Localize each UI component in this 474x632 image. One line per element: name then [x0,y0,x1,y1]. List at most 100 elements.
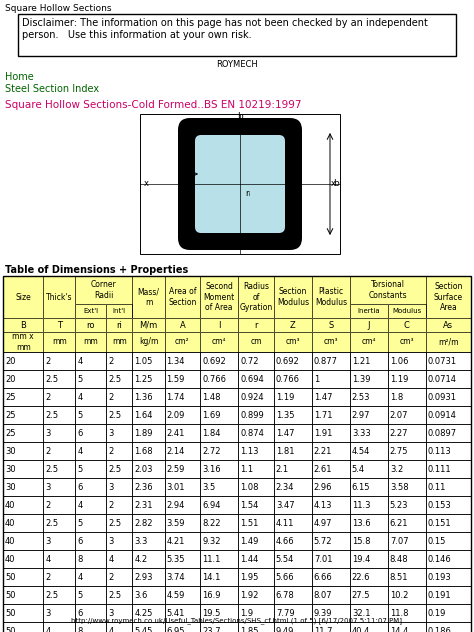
Bar [44,370,75,388]
Text: 2.61: 2.61 [314,465,332,473]
Bar [75,424,106,442]
Text: 1.49: 1.49 [240,537,258,545]
Text: Area of
Section: Area of Section [168,288,197,307]
Bar [200,352,238,370]
Bar [132,318,164,332]
Text: 1.69: 1.69 [202,411,221,420]
Text: 0.0731: 0.0731 [428,356,457,365]
Text: 1.25: 1.25 [135,375,153,384]
Text: 3.2: 3.2 [390,465,403,473]
Bar [164,318,200,332]
Bar [3,478,44,496]
Text: Section
Modulus: Section Modulus [277,288,309,307]
Bar [44,442,75,460]
Bar [3,276,471,632]
Bar [132,276,164,318]
Bar [106,604,132,622]
Text: 3: 3 [46,609,51,617]
Bar [106,586,132,604]
FancyBboxPatch shape [195,135,285,233]
Text: mm: mm [112,337,127,346]
Text: 3.3: 3.3 [135,537,148,545]
Bar [200,276,238,318]
Bar [106,388,132,406]
Bar [350,442,388,460]
Bar [44,318,75,332]
Text: Radius
of
Gyration: Radius of Gyration [239,282,273,312]
Bar [312,604,350,622]
Bar [274,424,312,442]
Bar [238,496,274,514]
Bar [132,370,164,388]
Bar [200,406,238,424]
Text: 11.8: 11.8 [390,609,409,617]
Text: 30: 30 [5,465,16,473]
Bar [350,276,426,304]
Text: 40: 40 [5,501,16,509]
Text: 0.899: 0.899 [240,411,264,420]
Text: 2.82: 2.82 [135,518,153,528]
Bar [388,318,426,332]
Bar [44,568,75,586]
Text: 1.47: 1.47 [276,428,294,437]
Text: 2.75: 2.75 [390,446,409,456]
Bar [164,352,200,370]
Text: 5: 5 [77,465,82,473]
Text: 0.877: 0.877 [314,356,338,365]
Bar [3,514,44,532]
Bar [200,604,238,622]
Bar [388,406,426,424]
Bar [238,442,274,460]
Bar [3,370,44,388]
Bar [200,424,238,442]
Text: 1.71: 1.71 [314,411,332,420]
Bar [200,514,238,532]
Text: person.   Use this information at your own risk.: person. Use this information at your own… [22,30,252,40]
Bar [75,276,132,304]
Text: 23.7: 23.7 [202,626,221,632]
Text: 1.48: 1.48 [202,392,221,401]
Text: 2.14: 2.14 [166,446,185,456]
Bar [132,568,164,586]
Bar [388,332,426,352]
Text: 19.5: 19.5 [202,609,220,617]
Bar [238,478,274,496]
Bar [238,276,274,318]
Text: 2.59: 2.59 [166,465,185,473]
Text: 25: 25 [5,411,16,420]
Text: 5: 5 [77,411,82,420]
Text: 1.54: 1.54 [240,501,258,509]
Text: 13.6: 13.6 [352,518,371,528]
Bar [132,388,164,406]
Text: 4: 4 [109,626,114,632]
Bar [200,332,238,352]
Bar [312,276,350,318]
Text: x: x [144,179,149,188]
Text: 4.54: 4.54 [352,446,370,456]
Bar [388,496,426,514]
Text: 2.03: 2.03 [135,465,153,473]
Bar [140,114,340,254]
Text: 0.874: 0.874 [240,428,264,437]
Text: 8.07: 8.07 [314,590,332,600]
Text: 2.31: 2.31 [135,501,153,509]
Bar [44,604,75,622]
Bar [238,514,274,532]
Bar [132,514,164,532]
Text: 15.8: 15.8 [352,537,370,545]
Bar [426,332,471,352]
Bar [164,514,200,532]
Bar [44,332,75,352]
Bar [200,388,238,406]
Text: 2: 2 [109,392,114,401]
Bar [3,568,44,586]
Text: b: b [237,112,243,121]
Bar [274,442,312,460]
Bar [164,622,200,632]
Bar [3,604,44,622]
Bar [426,388,471,406]
Bar [106,332,132,352]
Bar [274,332,312,352]
Text: 0.146: 0.146 [428,554,452,564]
Text: 3.5: 3.5 [202,482,215,492]
